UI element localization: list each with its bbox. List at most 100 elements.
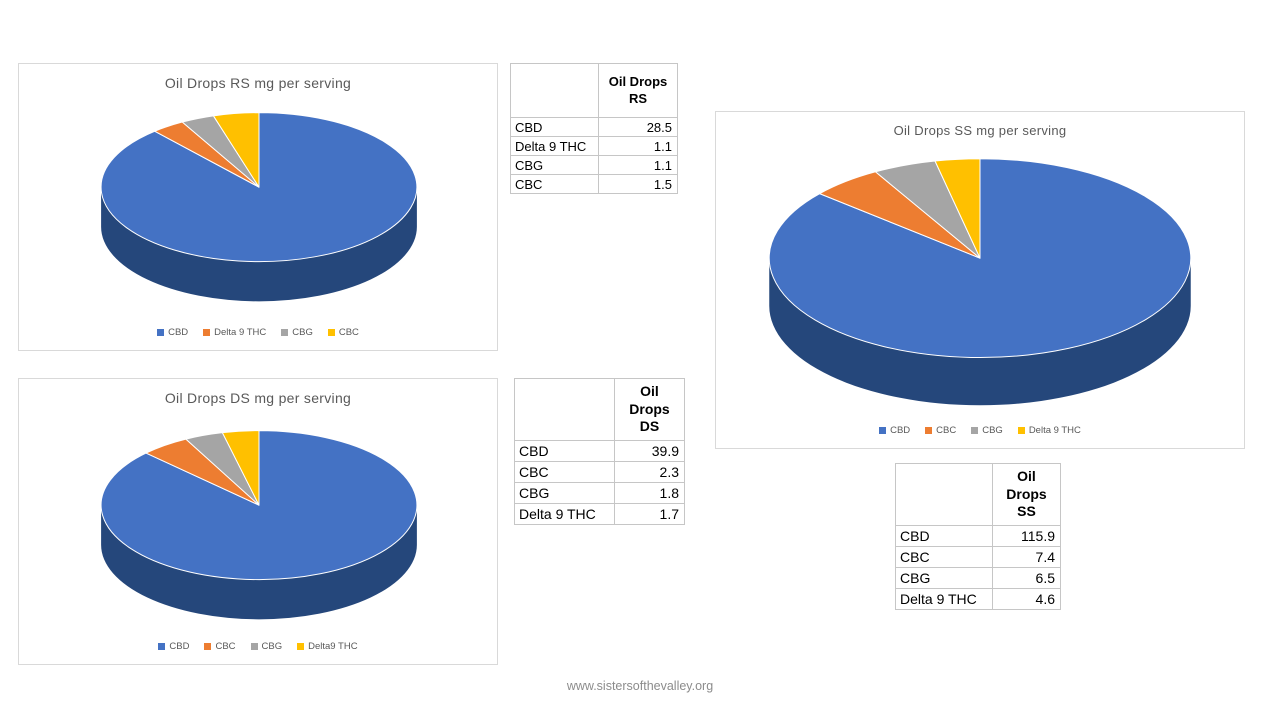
row-label: Delta 9 THC — [895, 588, 993, 610]
legend-marker — [203, 329, 211, 336]
pie-3d-ss — [768, 158, 1192, 406]
legend-label: Delta 9 THC — [1028, 425, 1081, 436]
row-value: 1.8 — [614, 482, 685, 504]
legend-item: Delta9 THC — [297, 641, 358, 652]
table-row: CBG 1.8 — [514, 482, 685, 504]
legend-marker — [925, 427, 933, 434]
legend-marker — [971, 427, 979, 434]
pie-slice-cbd — [768, 158, 1192, 359]
row-value: 2.3 — [614, 461, 685, 483]
legend-label: CBG — [292, 327, 313, 338]
table-oil-drops-ss: Oil Drops SS CBD 115.9 CBC 7.4 CBG 6.5 D… — [895, 463, 1061, 610]
pie-3d-rs — [100, 112, 418, 302]
legend-marker — [327, 329, 335, 336]
legend-label: CBC — [215, 641, 236, 652]
row-label: CBG — [895, 567, 993, 589]
table-row: CBG 1.1 — [510, 155, 678, 175]
legend-item: CBD — [879, 425, 910, 436]
row-label: Delta 9 THC — [510, 136, 599, 156]
legend-item: CBD — [158, 641, 189, 652]
legend-label: CBD — [890, 425, 911, 436]
table-row: CBC 7.4 — [895, 546, 1061, 568]
row-value: 39.9 — [614, 440, 685, 462]
row-label: CBC — [895, 546, 993, 568]
legend-label: CBC — [936, 425, 957, 436]
pie-slice-delta-9-thc — [934, 158, 981, 259]
row-value: 115.9 — [992, 525, 1061, 547]
pie-3d-ds — [100, 430, 418, 620]
chart-oil-drops-ds: Oil Drops DS mg per serving CBD CBC CBG Del… — [18, 378, 498, 665]
row-value: 6.5 — [992, 567, 1061, 589]
chart-oil-drops-rs: Oil Drops RS mg per serving CBD Delta 9 T… — [18, 63, 498, 351]
table-header-title: Oil Drops RS — [598, 63, 678, 118]
table-header-title: Oil Drops DS — [614, 378, 685, 441]
legend-item: Delta 9 THC — [203, 327, 266, 338]
table-row: Delta 9 THC 1.1 — [510, 136, 678, 156]
row-label: CBG — [514, 482, 615, 504]
table-row: Delta 9 THC 4.6 — [895, 588, 1061, 610]
legend-marker — [281, 329, 289, 336]
legend-marker — [158, 643, 166, 650]
legend-item: CBC — [925, 425, 956, 436]
legend-item: CBC — [327, 327, 359, 338]
table-row: CBD 39.9 — [514, 440, 685, 462]
footer-url: www.sistersofthevalley.org — [566, 679, 714, 693]
row-label: CBD — [895, 525, 993, 547]
legend-label: CBD — [169, 641, 190, 652]
legend-item: CBG — [250, 641, 283, 652]
row-value: 1.5 — [598, 174, 678, 194]
row-value: 1.1 — [598, 155, 678, 175]
pie-side-3d — [101, 505, 417, 620]
table-header-empty-cell — [510, 63, 599, 118]
table-row: CBD 28.5 — [510, 117, 678, 137]
row-label: CBG — [510, 155, 599, 175]
legend-marker — [250, 643, 258, 650]
row-value: 28.5 — [598, 117, 678, 137]
table-header-title: Oil Drops SS — [992, 463, 1061, 526]
pie-slice-cbc — [212, 112, 260, 188]
chart-legend: CBD Delta 9 THC CBG CBC — [19, 327, 497, 338]
legend-item: Delta 9 THC — [1017, 425, 1081, 436]
legend-label: CBG — [261, 641, 283, 652]
chart-oil-drops-ss: Oil Drops SS mg per serving CBD CBC CBG Del… — [715, 111, 1245, 449]
legend-marker — [157, 329, 165, 336]
row-label: Delta 9 THC — [514, 503, 615, 525]
legend-marker — [204, 643, 212, 650]
legend-item: CBC — [204, 641, 236, 652]
chart-title: Oil Drops SS mg per serving — [893, 123, 1067, 138]
row-label: CBC — [514, 461, 615, 483]
row-value: 1.7 — [614, 503, 685, 525]
legend-label: Delta9 THC — [308, 641, 358, 652]
table-header-row: Oil Drops RS — [510, 63, 678, 118]
chart-title: Oil Drops RS mg per serving — [164, 75, 352, 91]
legend-marker — [879, 427, 887, 434]
legend-label: CBC — [338, 327, 359, 338]
chart-title: Oil Drops DS mg per serving — [164, 390, 352, 406]
legend-label: Delta 9 THC — [214, 327, 267, 338]
legend-item: CBG — [281, 327, 313, 338]
row-label: CBD — [514, 440, 615, 462]
chart-legend: CBD CBC CBG Delta 9 THC — [716, 425, 1244, 436]
row-label: CBD — [510, 117, 599, 137]
table-row: CBD 115.9 — [895, 525, 1061, 547]
row-value: 7.4 — [992, 546, 1061, 568]
table-row: CBG 6.5 — [895, 567, 1061, 589]
pie-side-3d — [101, 187, 417, 302]
table-header-empty-cell — [895, 463, 993, 526]
row-value: 1.1 — [598, 136, 678, 156]
pie-slice-delta9-thc — [221, 430, 260, 506]
row-value: 4.6 — [992, 588, 1061, 610]
legend-marker — [1017, 427, 1025, 434]
table-row: Delta 9 THC 1.7 — [514, 503, 685, 525]
table-oil-drops-rs: Oil Drops RS CBD 28.5 Delta 9 THC 1.1 CB… — [510, 63, 678, 194]
legend-marker — [297, 643, 305, 650]
table-header-row: Oil Drops DS — [514, 378, 685, 441]
table-oil-drops-ds: Oil Drops DS CBD 39.9 CBC 2.3 CBG 1.8 De… — [514, 378, 685, 525]
legend-label: CBD — [168, 327, 189, 338]
legend-label: CBG — [982, 425, 1003, 436]
table-row: CBC 1.5 — [510, 174, 678, 194]
table-row: CBC 2.3 — [514, 461, 685, 483]
row-label: CBC — [510, 174, 599, 194]
pie-slice-cbd — [100, 112, 418, 263]
legend-item: CBD — [157, 327, 188, 338]
